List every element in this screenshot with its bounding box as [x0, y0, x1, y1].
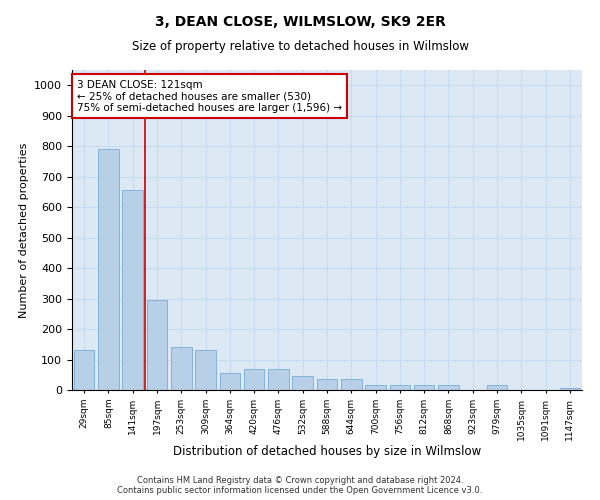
Bar [146, 300, 167, 390]
Text: 3, DEAN CLOSE, WILMSLOW, SK9 2ER: 3, DEAN CLOSE, WILMSLOW, SK9 2ER [155, 15, 445, 29]
Bar [268, 368, 289, 390]
Bar [317, 380, 337, 390]
Bar [389, 386, 410, 390]
Y-axis label: Number of detached properties: Number of detached properties [19, 142, 29, 318]
Bar [292, 376, 313, 390]
Bar [195, 350, 216, 390]
X-axis label: Distribution of detached houses by size in Wilmslow: Distribution of detached houses by size … [173, 446, 481, 458]
Bar [220, 373, 240, 390]
Text: 3 DEAN CLOSE: 121sqm
← 25% of detached houses are smaller (530)
75% of semi-deta: 3 DEAN CLOSE: 121sqm ← 25% of detached h… [77, 80, 342, 113]
Bar [438, 386, 459, 390]
Bar [560, 388, 580, 390]
Bar [414, 386, 434, 390]
Text: Contains HM Land Registry data © Crown copyright and database right 2024.
Contai: Contains HM Land Registry data © Crown c… [118, 476, 482, 495]
Bar [122, 190, 143, 390]
Bar [341, 380, 362, 390]
Bar [487, 386, 508, 390]
Bar [244, 368, 265, 390]
Bar [74, 350, 94, 390]
Text: Size of property relative to detached houses in Wilmslow: Size of property relative to detached ho… [131, 40, 469, 53]
Bar [98, 149, 119, 390]
Bar [171, 348, 191, 390]
Bar [365, 386, 386, 390]
